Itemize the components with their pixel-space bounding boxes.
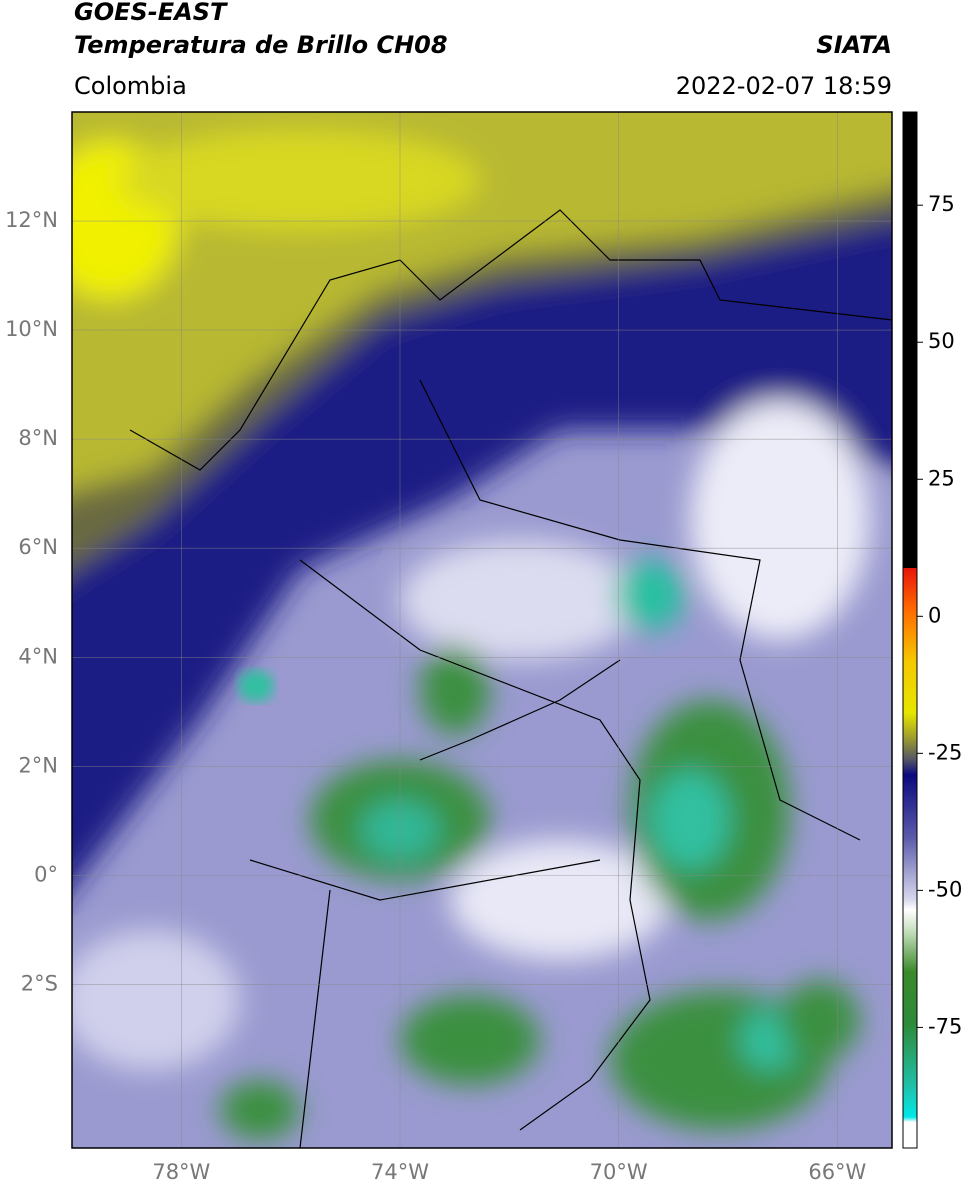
colorbar-tick-label: -50: [928, 877, 962, 901]
region: Colombia: [74, 72, 187, 100]
datetime: 2022-02-07 18:59: [676, 72, 892, 100]
lon-tick-label: 78°W: [152, 1160, 210, 1184]
lat-tick-label: 2°N: [18, 753, 58, 777]
satellite-image: [72, 112, 892, 1148]
colorbar-tick-label: -75: [928, 1014, 962, 1038]
colorbar-tick-label: 75: [928, 192, 955, 216]
lat-tick-label: 2°S: [21, 971, 58, 995]
lat-tick-label: 10°N: [5, 317, 58, 341]
source: SIATA: [816, 31, 892, 59]
borders: [129, 209, 892, 1148]
lat-tick-label: 6°N: [18, 535, 58, 559]
colorbar-tick-label: -25: [928, 740, 962, 764]
lat-tick-label: 4°N: [18, 644, 58, 668]
colorbar-tick-label: 25: [928, 466, 955, 490]
lat-tick-label: 0°: [34, 862, 58, 886]
lon-tick-label: 74°W: [371, 1160, 429, 1184]
lat-tick-label: 12°N: [5, 208, 58, 232]
map-frame: [71, 111, 893, 1149]
colorbar-tick-label: 50: [928, 329, 955, 353]
lon-tick-label: 66°W: [808, 1160, 866, 1184]
lat-tick-label: 8°N: [18, 426, 58, 450]
colorbar: [902, 111, 918, 1149]
lon-tick-label: 70°W: [590, 1160, 648, 1184]
title: Temperatura de Brillo CH08: [74, 31, 448, 59]
colorbar-tick-label: 0: [928, 603, 941, 627]
title: GOES-EAST: [74, 0, 228, 26]
